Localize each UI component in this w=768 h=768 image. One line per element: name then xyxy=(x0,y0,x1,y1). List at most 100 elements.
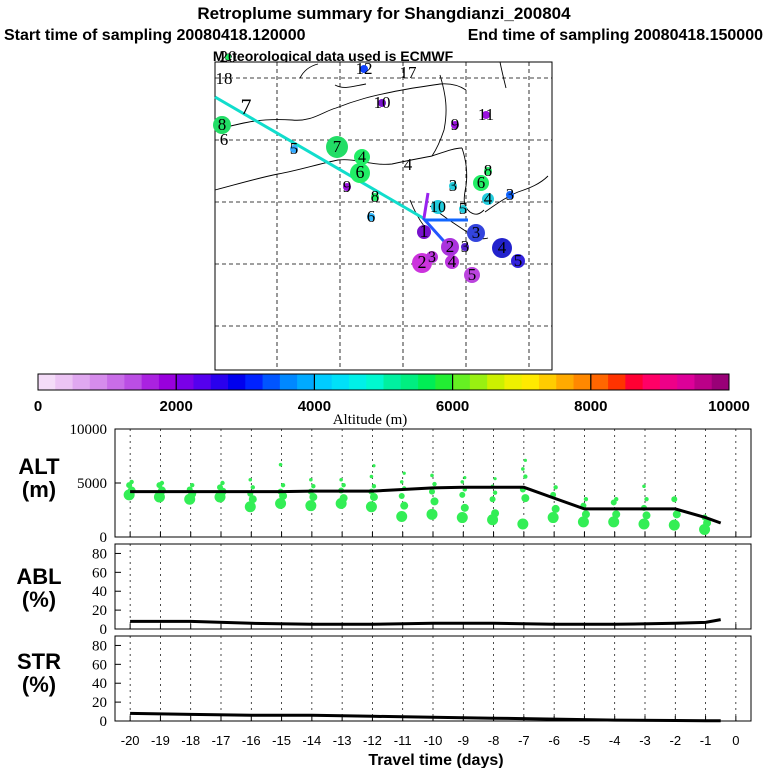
colorbar-segment xyxy=(38,374,56,390)
marker-label: 7 xyxy=(241,94,252,119)
map-marker: 6 xyxy=(367,207,376,226)
colorbar-segment xyxy=(228,374,246,390)
marker-label: 17 xyxy=(400,63,418,82)
altitude-scatter-point xyxy=(517,518,529,530)
y-tick-label: 20 xyxy=(92,603,107,619)
map-marker: 6 xyxy=(220,130,229,149)
x-tick-label: -19 xyxy=(151,733,170,748)
marker-dot xyxy=(459,205,467,213)
map-marker: 2 xyxy=(441,237,459,256)
y-tick-label: 20 xyxy=(92,695,107,711)
colorbar-segment xyxy=(89,374,108,390)
colorbar-segment xyxy=(141,374,160,390)
colorbar-segment xyxy=(487,374,505,390)
colorbar-segment xyxy=(72,374,91,390)
colorbar-segment xyxy=(348,374,367,390)
marker-dot xyxy=(484,167,492,175)
marker-label: 12 xyxy=(356,59,373,78)
x-tick-label: 0 xyxy=(732,733,739,748)
colorbar-segment xyxy=(193,374,212,390)
panel-y-label: ALT xyxy=(18,454,60,479)
colorbar-segment xyxy=(383,374,402,390)
altitude-scatter-point xyxy=(491,509,500,518)
colorbar-segment xyxy=(521,374,540,390)
map-marker: 5 xyxy=(464,265,480,284)
map-marker: 20 xyxy=(220,47,237,66)
marker-label: 3 xyxy=(472,223,481,242)
altitude-scatter-point xyxy=(398,492,405,499)
marker-label: 9 xyxy=(343,177,352,196)
marker-label: 9 xyxy=(451,115,460,134)
altitude-scatter-point xyxy=(432,481,437,487)
altitude-scatter-point xyxy=(644,497,649,502)
marker-dot xyxy=(449,182,457,190)
map-marker: 8 xyxy=(371,187,380,206)
map-marker: 6 xyxy=(473,173,489,192)
colorbar-segment xyxy=(314,374,333,390)
marker-dot xyxy=(445,255,459,269)
marker-label: 5 xyxy=(459,199,468,218)
altitude-scatter-point xyxy=(244,501,256,513)
x-tick-label: -7 xyxy=(518,733,530,748)
altitude-scatter-point xyxy=(429,488,435,495)
map-marker: 10 xyxy=(430,199,446,216)
marker-label: 8 xyxy=(218,115,227,134)
altitude-scatter-point xyxy=(396,510,408,522)
figure-title: Retroplume summary for Shangdianzi_20080… xyxy=(197,4,571,23)
altitude-scatter-point xyxy=(159,480,165,486)
x-tick-label: -6 xyxy=(548,733,560,748)
panel-y-label: (%) xyxy=(22,587,56,612)
x-tick-label: -4 xyxy=(609,733,621,748)
map-marker: 5 xyxy=(459,199,468,218)
meteo-data-label: Meteorological data used is ECMWF xyxy=(213,48,454,64)
altitude-scatter-point xyxy=(309,477,313,482)
panel-0: 0 5000 10000 ALT(m) xyxy=(18,422,752,546)
altitude-scatter-point xyxy=(668,519,680,531)
altitude-scatter-point xyxy=(608,516,620,528)
x-tick-label: -16 xyxy=(242,733,261,748)
colorbar-segment xyxy=(452,374,471,390)
marker-label: 4 xyxy=(484,189,493,208)
colorbar-segment xyxy=(608,374,626,390)
colorbar-tick-label: 8000 xyxy=(574,398,607,415)
altitude-scatter-point xyxy=(459,491,466,498)
map-marker: 3 xyxy=(506,185,515,204)
altitude-scatter-point xyxy=(521,494,530,503)
colorbar-segment xyxy=(279,374,298,390)
map-marker: 5 xyxy=(511,251,525,270)
x-tick-label: -20 xyxy=(121,733,140,748)
x-tick-label: -3 xyxy=(639,733,651,748)
marker-dot xyxy=(213,116,231,134)
map-marker: 18 xyxy=(216,69,233,88)
altitude-scatter-point xyxy=(577,516,589,528)
colorbar-segment xyxy=(625,374,644,390)
marker-dot xyxy=(441,238,459,256)
map-marker: 7 xyxy=(326,136,348,158)
panel-y-label: STR xyxy=(17,649,61,674)
marker-label: 3 xyxy=(428,249,436,266)
map-grid xyxy=(215,62,552,370)
map-marker: 3 xyxy=(467,223,485,242)
map-marker: 7 xyxy=(241,94,252,119)
altitude-scatter-point xyxy=(190,482,195,488)
colorbar-segment xyxy=(694,374,713,390)
colorbar-segment xyxy=(469,374,488,390)
marker-dot xyxy=(371,193,379,201)
altitude-scatter-point xyxy=(341,482,346,488)
marker-dot xyxy=(326,136,348,158)
marker-label: 3 xyxy=(461,237,470,256)
start-time-label: Start time of sampling 20080418.120000 xyxy=(4,27,306,44)
altitude-scatter-point xyxy=(311,484,316,489)
marker-label: 10 xyxy=(374,93,391,112)
altitude-scatter-point xyxy=(369,493,378,502)
altitude-scatter-point xyxy=(583,497,589,502)
marker-dot xyxy=(461,243,469,251)
time-series-panels: 0500010000ALT(m)020406080ABL(%)020406080… xyxy=(16,422,752,768)
colorbar-segment xyxy=(504,374,523,390)
altitude-scatter-point xyxy=(612,510,621,519)
x-tick-label: -1 xyxy=(700,733,712,748)
colorbar-segment xyxy=(556,374,574,390)
altitude-scatter-point xyxy=(217,484,223,491)
map-marker: 9 xyxy=(343,177,352,196)
